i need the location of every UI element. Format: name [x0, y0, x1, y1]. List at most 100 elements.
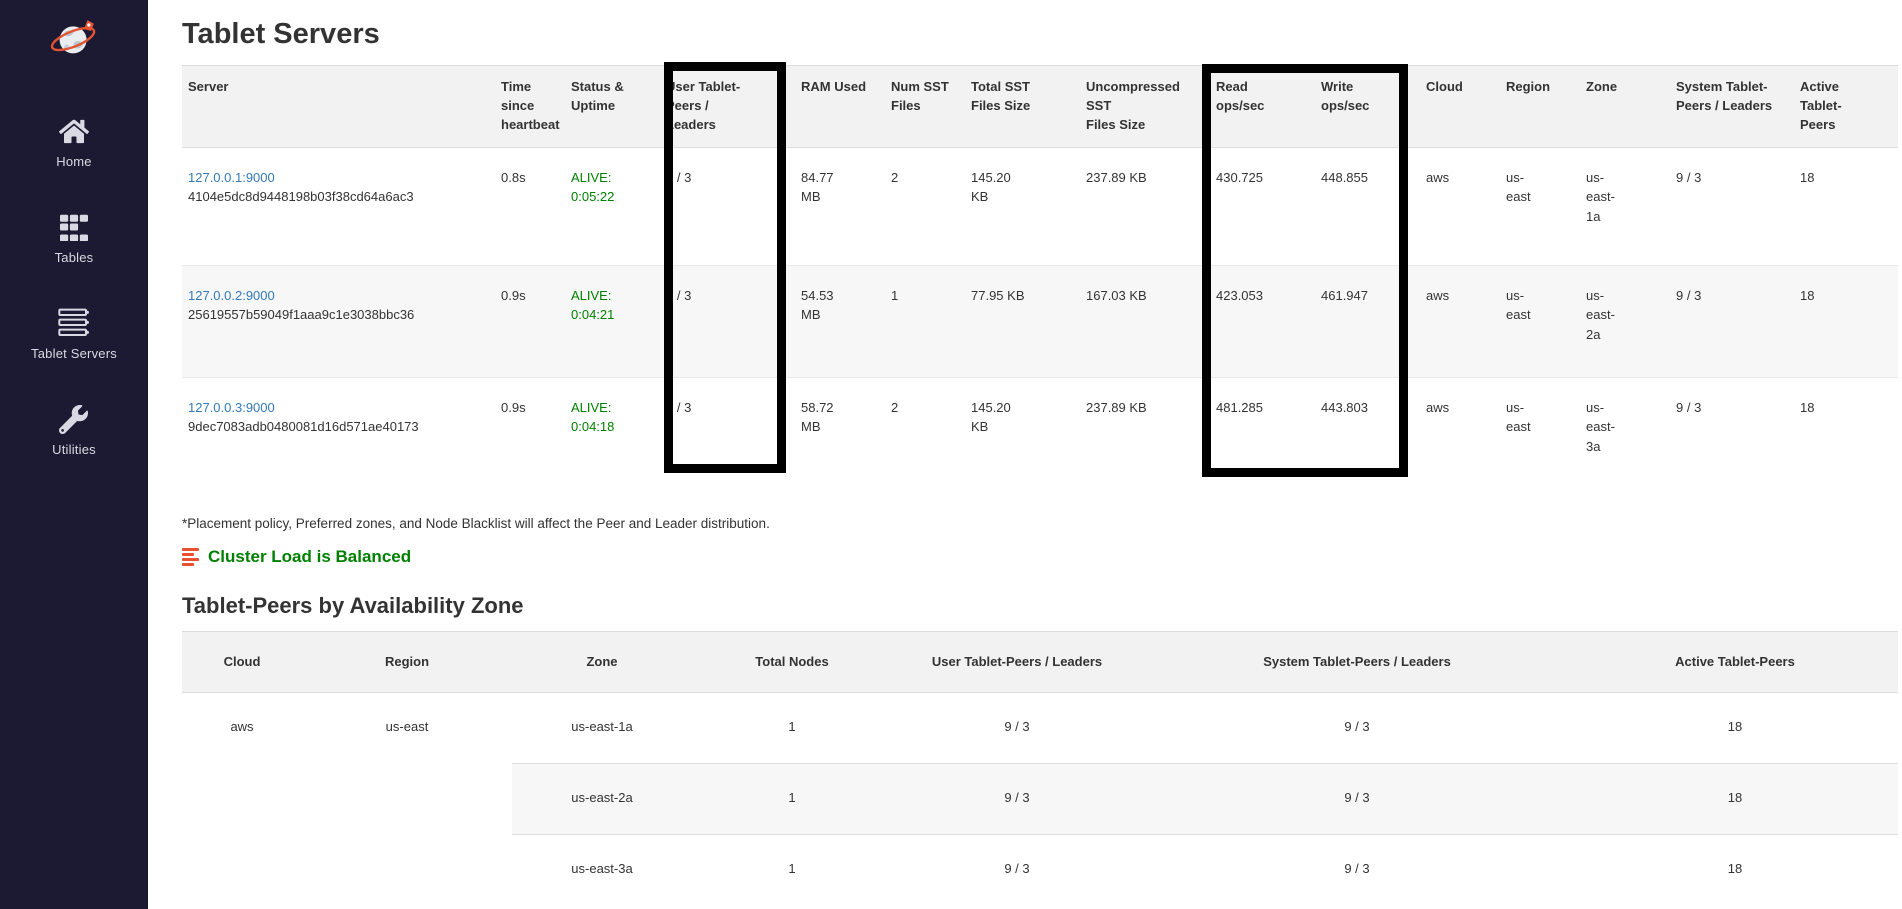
cell-system-peers: 9 / 3 — [1670, 376, 1794, 491]
cell-uncompressed-sst: 237.89 KB — [1086, 169, 1147, 185]
server-uuid: 25619557b59049f1aaa9c1e3038bbc36 — [188, 307, 415, 323]
sidebar-item-label: Tablet Servers — [31, 346, 117, 361]
server-address-link[interactable]: 127.0.0.3:9000 — [188, 399, 275, 415]
server-row: 127.0.0.3:9000 9dec7083adb0480081d16d571a… — [182, 376, 1898, 491]
server-uuid: 9dec7083adb0480081d16d571ae40173 — [188, 419, 419, 435]
cell-active-peers: 18 — [1794, 376, 1898, 491]
zone-row: us-east-2a 1 9 / 3 9 / 3 18 — [182, 763, 1898, 835]
cell-user-peers: 9 / 3 — [892, 692, 1142, 764]
col-active-tablet-peers: Active Tablet- Peers — [1794, 65, 1898, 148]
cell-system-peers: 9 / 3 — [1142, 763, 1572, 835]
cell-total-sst: 145.20 KB — [971, 169, 1011, 205]
cell-uncompressed-sst: 167.03 KB — [1080, 264, 1210, 378]
server-address-link[interactable]: 127.0.0.1:9000 — [188, 169, 275, 185]
col-region: Region — [302, 631, 512, 694]
cell-heartbeat: 0.9s — [495, 264, 565, 378]
col-heartbeat: Time since heartbeat — [495, 65, 565, 148]
cell-heartbeat: 0.9s — [495, 376, 565, 491]
col-zone: Zone — [1580, 65, 1670, 148]
cell-cloud: aws — [1426, 169, 1450, 185]
availability-zone-table: Cloud Region Zone Total Nodes User Table… — [182, 631, 1898, 906]
cell-status: ALIVE: 0:05:22 — [571, 169, 615, 205]
sidebar-item-label: Home — [56, 154, 92, 169]
tables-grid-icon — [58, 211, 90, 243]
col-user-tablet-peers: User Tablet-Peers / Leaders — [892, 631, 1142, 694]
cell-region: us- east — [1500, 376, 1580, 491]
main-content: Tablet Servers Server Time since heartbe… — [148, 0, 1902, 909]
cell-ram: 84.77 MB — [801, 169, 834, 205]
col-total-sst-size: Total SST Files Size — [965, 65, 1080, 148]
col-region: Region — [1500, 65, 1580, 148]
cell-total-nodes: 1 — [692, 763, 892, 835]
cell-zone: us-east-2a — [512, 763, 692, 835]
cluster-load-balanced-text: Cluster Load is Balanced — [208, 547, 412, 567]
cell-num-sst: 1 — [885, 264, 965, 378]
server-stack-icon — [58, 307, 90, 339]
servers-table-header-row: Server Time since heartbeat Status & Upt… — [182, 65, 1898, 148]
cell-uncompressed-sst: 237.89 KB — [1080, 376, 1210, 491]
cell-active-peers: 18 — [1800, 169, 1815, 185]
yugabyte-logo-icon — [50, 20, 96, 54]
zone-row: us-east-3a 1 9 / 3 9 / 3 18 — [182, 834, 1898, 906]
server-address-link[interactable]: 127.0.0.2:9000 — [188, 287, 275, 303]
col-active-tablet-peers: Active Tablet-Peers — [1572, 631, 1898, 694]
placement-policy-footnote: *Placement policy, Preferred zones, and … — [182, 516, 770, 532]
cell-status: ALIVE: 0:04:18 — [565, 376, 660, 491]
cell-read-ops: 423.053 — [1210, 264, 1315, 378]
page-title: Tablet Servers — [182, 18, 380, 50]
sidebar-item-utilities[interactable]: Utilities — [52, 403, 96, 457]
col-cloud: Cloud — [1420, 65, 1500, 148]
cell-ram: 58.72 MB — [795, 376, 885, 491]
cell-server: 127.0.0.1:9000 4104e5dc8d9448198b03f38cd6… — [182, 147, 495, 265]
col-zone: Zone — [512, 631, 692, 694]
cell-user-peers: 9 / 3 — [660, 376, 795, 491]
sidebar-item-label: Utilities — [52, 442, 96, 457]
cell-cloud: aws — [182, 692, 302, 906]
home-icon — [58, 115, 90, 147]
cell-zone: us-east-3a — [512, 834, 692, 906]
cell-num-sst: 2 — [891, 169, 899, 185]
cell-ram: 54.53 MB — [795, 264, 885, 378]
app-logo[interactable] — [47, 12, 101, 71]
cell-read-ops: 430.725 — [1216, 169, 1263, 185]
sidebar: Home Tables Tablet Server — [0, 0, 148, 909]
col-status-uptime: Status & Uptime — [565, 65, 660, 148]
cell-active-peers: 18 — [1572, 763, 1898, 835]
cell-total-sst: 145.20 KB — [965, 376, 1080, 491]
cell-system-peers: 9 / 3 — [1670, 264, 1794, 378]
col-system-tablet-peers: System Tablet- Peers / Leaders — [1670, 65, 1794, 148]
sidebar-item-tables[interactable]: Tables — [55, 211, 94, 265]
sidebar-item-home[interactable]: Home — [56, 115, 92, 169]
server-row: 127.0.0.2:9000 25619557b59049f1aaa9c1e303… — [182, 264, 1898, 378]
cell-user-peers: 9 / 3 — [666, 169, 692, 185]
sidebar-item-tablet-servers[interactable]: Tablet Servers — [31, 307, 117, 361]
cell-region: us- east — [1500, 264, 1580, 378]
zone-row: aws us-east us-east-1a 1 9 / 3 9 / 3 18 — [182, 692, 1898, 906]
cell-total-nodes: 1 — [692, 692, 892, 764]
cell-zone: us- east- 1a — [1586, 169, 1615, 224]
sidebar-item-label: Tables — [54, 250, 94, 265]
cell-region: us- east — [1506, 169, 1531, 205]
cell-active-peers: 18 — [1572, 692, 1898, 764]
cell-system-peers: 9 / 3 — [1142, 834, 1572, 906]
cell-total-sst: 77.95 KB — [965, 264, 1080, 378]
cell-zone: us-east-1a — [512, 692, 692, 764]
wrench-icon — [58, 403, 90, 435]
cell-zone: us- east- 3a — [1580, 376, 1670, 491]
cell-cloud: aws — [1420, 376, 1500, 491]
col-server: Server — [182, 65, 495, 148]
col-cloud: Cloud — [182, 631, 302, 694]
cell-read-ops: 481.285 — [1210, 376, 1315, 491]
cell-server: 127.0.0.2:9000 25619557b59049f1aaa9c1e303… — [182, 264, 495, 378]
col-read-ops: Read ops/sec — [1210, 65, 1315, 148]
tablet-servers-table: Server Time since heartbeat Status & Upt… — [182, 65, 1898, 491]
zones-table-header-row: Cloud Region Zone Total Nodes User Table… — [182, 631, 1898, 694]
server-uuid: 4104e5dc8d9448198b03f38cd64a6ac3 — [188, 189, 414, 205]
cell-system-peers: 9 / 3 — [1142, 692, 1572, 764]
cell-active-peers: 18 — [1794, 264, 1898, 378]
section-title-tablet-peers-by-az: Tablet-Peers by Availability Zone — [182, 593, 524, 619]
cell-user-peers: 9 / 3 — [892, 763, 1142, 835]
col-num-sst-files: Num SST Files — [885, 65, 965, 148]
col-write-ops: Write ops/sec — [1315, 65, 1420, 148]
